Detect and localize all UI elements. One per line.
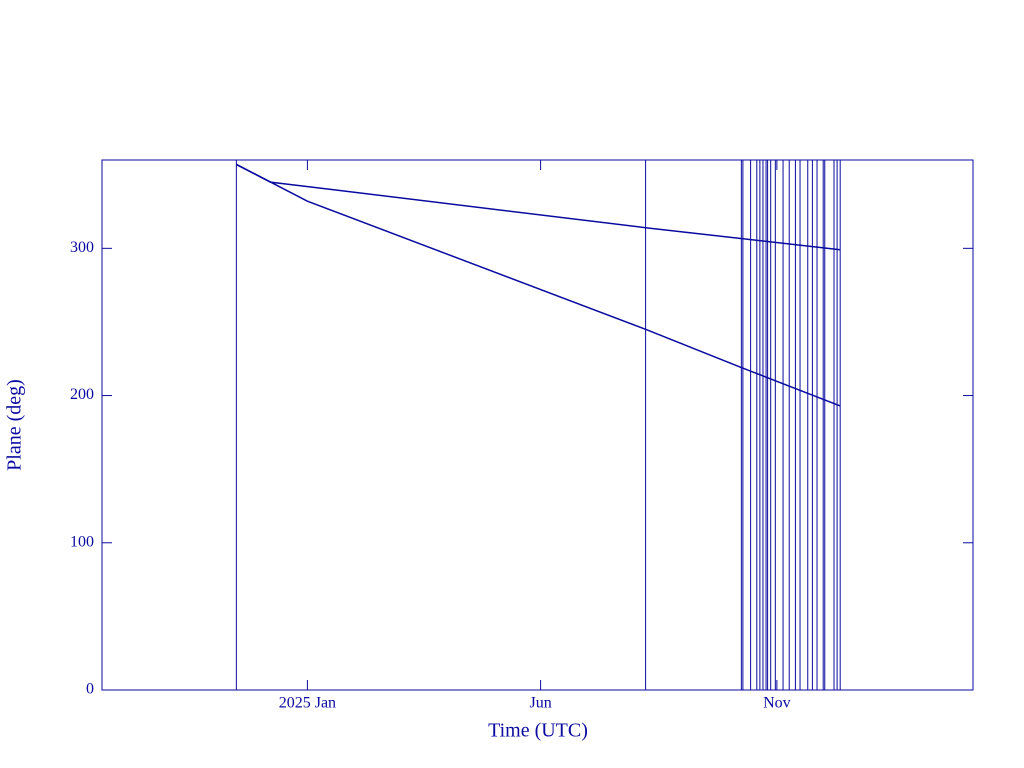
y-axis-label: Plane (deg) — [4, 379, 26, 471]
x-axis-label: Time (UTC) — [488, 720, 588, 742]
y-tick-label: 100 — [70, 533, 94, 550]
data-line — [236, 163, 841, 407]
y-tick-label: 0 — [86, 681, 94, 698]
x-tick-label: 2025 Jan — [279, 695, 336, 712]
y-tick-label: 200 — [70, 386, 94, 403]
x-tick-label: Nov — [763, 695, 791, 712]
y-tick-label: 300 — [70, 239, 94, 256]
x-tick-label: Jun — [529, 695, 551, 712]
data-line — [236, 163, 841, 251]
plot-frame — [101, 159, 974, 691]
